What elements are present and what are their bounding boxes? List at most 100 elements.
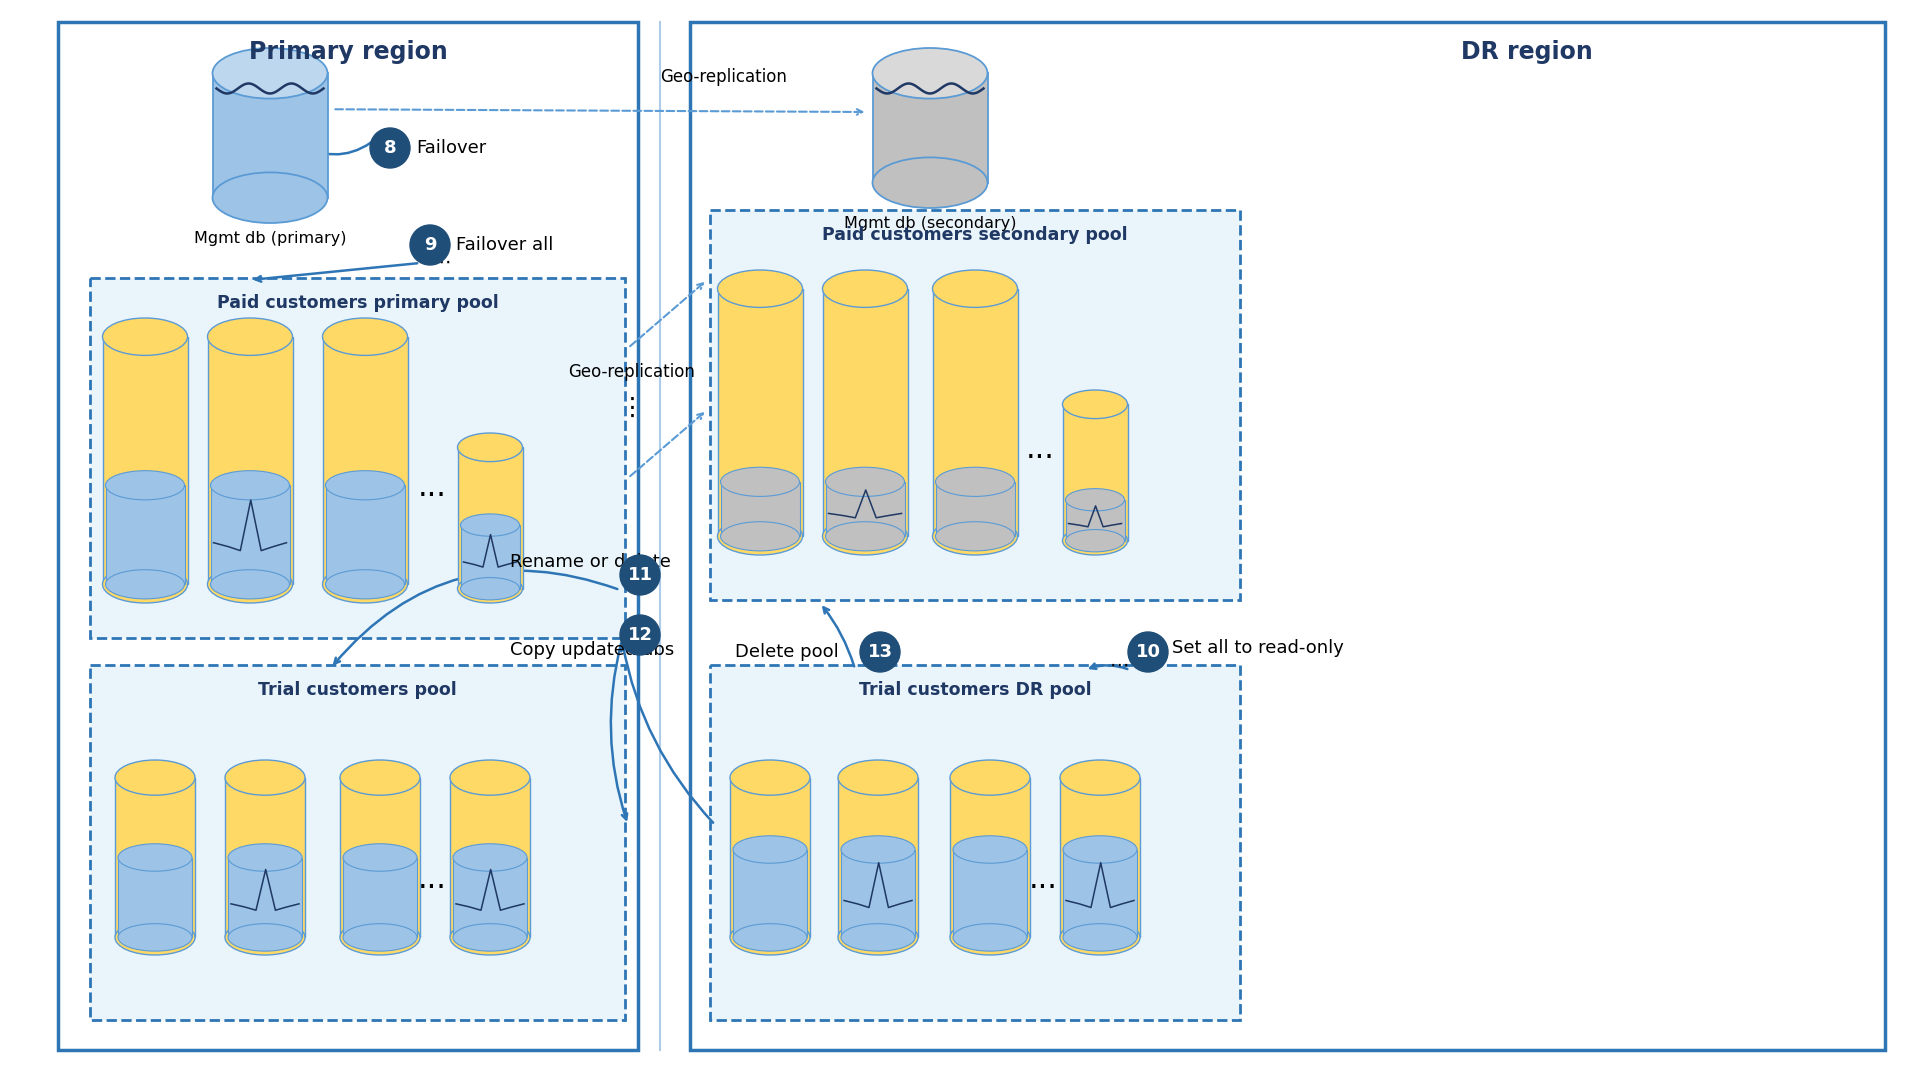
Bar — [822, 289, 907, 536]
Ellipse shape — [213, 172, 328, 223]
Text: ⋮: ⋮ — [619, 396, 644, 420]
Text: Paid customers primary pool: Paid customers primary pool — [217, 294, 498, 312]
Ellipse shape — [228, 924, 303, 951]
Text: Trial customers DR pool: Trial customers DR pool — [859, 681, 1091, 699]
Ellipse shape — [953, 924, 1028, 951]
Bar — [326, 486, 404, 585]
FancyBboxPatch shape — [90, 278, 625, 638]
Ellipse shape — [322, 565, 408, 603]
Text: Geo-replication: Geo-replication — [569, 363, 696, 381]
Text: Primary region: Primary region — [249, 40, 447, 64]
Ellipse shape — [339, 760, 420, 795]
Bar — [207, 337, 293, 585]
Ellipse shape — [119, 924, 192, 951]
Ellipse shape — [1060, 920, 1141, 955]
Ellipse shape — [458, 574, 523, 603]
Bar — [460, 526, 520, 589]
Ellipse shape — [842, 836, 914, 864]
Ellipse shape — [105, 471, 184, 500]
Bar — [322, 337, 408, 585]
Bar — [1060, 778, 1141, 937]
Bar — [105, 486, 184, 585]
Bar — [951, 778, 1029, 937]
Circle shape — [1127, 632, 1167, 672]
Ellipse shape — [935, 467, 1014, 496]
Ellipse shape — [730, 760, 811, 795]
Bar — [717, 289, 803, 536]
Text: Rename or delete: Rename or delete — [510, 553, 671, 571]
Circle shape — [370, 128, 410, 168]
FancyBboxPatch shape — [709, 665, 1240, 1020]
Bar — [826, 481, 905, 536]
Text: 9: 9 — [424, 236, 437, 254]
Text: Copy updated dbs: Copy updated dbs — [510, 641, 675, 659]
Bar — [732, 850, 807, 937]
Ellipse shape — [951, 920, 1029, 955]
Ellipse shape — [224, 760, 305, 795]
Text: 10: 10 — [1135, 643, 1160, 661]
Bar — [730, 778, 811, 937]
Bar — [343, 857, 418, 937]
Ellipse shape — [1066, 530, 1125, 551]
Ellipse shape — [102, 565, 188, 603]
Bar — [838, 778, 918, 937]
Ellipse shape — [717, 270, 803, 307]
Ellipse shape — [213, 48, 328, 99]
Ellipse shape — [842, 924, 914, 951]
Text: Set all to read-only: Set all to read-only — [1171, 639, 1344, 657]
Ellipse shape — [228, 843, 303, 871]
Circle shape — [861, 632, 899, 672]
FancyBboxPatch shape — [58, 22, 638, 1050]
Bar — [339, 778, 420, 937]
Text: 12: 12 — [627, 626, 652, 644]
Ellipse shape — [1066, 489, 1125, 510]
Circle shape — [619, 555, 659, 595]
Bar — [842, 850, 914, 937]
Bar — [228, 857, 303, 937]
Ellipse shape — [450, 920, 529, 955]
Text: DR region: DR region — [1461, 40, 1593, 64]
Bar — [450, 778, 529, 937]
Bar — [953, 850, 1028, 937]
Ellipse shape — [102, 318, 188, 355]
Circle shape — [410, 225, 450, 265]
Ellipse shape — [452, 843, 527, 871]
Ellipse shape — [732, 924, 807, 951]
Bar — [1062, 404, 1127, 541]
Bar — [935, 481, 1014, 536]
Ellipse shape — [207, 565, 293, 603]
Text: Failover all: Failover all — [456, 236, 554, 254]
Ellipse shape — [730, 920, 811, 955]
Ellipse shape — [1062, 390, 1127, 419]
Bar — [872, 73, 987, 183]
Text: 13: 13 — [868, 643, 893, 661]
Ellipse shape — [224, 920, 305, 955]
Ellipse shape — [119, 843, 192, 871]
Bar — [1064, 850, 1137, 937]
Ellipse shape — [951, 760, 1029, 795]
Ellipse shape — [935, 521, 1014, 551]
Ellipse shape — [211, 471, 289, 500]
Bar — [115, 778, 196, 937]
Ellipse shape — [460, 514, 520, 536]
Ellipse shape — [1064, 924, 1137, 951]
Text: ...: ... — [418, 866, 447, 895]
Bar — [1066, 500, 1125, 541]
Bar — [102, 337, 188, 585]
Circle shape — [619, 615, 659, 655]
Ellipse shape — [732, 836, 807, 864]
Ellipse shape — [822, 270, 907, 307]
Text: ...: ... — [1026, 435, 1054, 464]
Ellipse shape — [872, 157, 987, 208]
Bar — [119, 857, 192, 937]
Ellipse shape — [115, 920, 196, 955]
Ellipse shape — [326, 570, 404, 599]
Text: 11: 11 — [627, 567, 652, 584]
Ellipse shape — [326, 471, 404, 500]
Text: Mgmt db (primary): Mgmt db (primary) — [194, 230, 347, 246]
Text: Geo-replication: Geo-replication — [659, 68, 786, 86]
Ellipse shape — [322, 318, 408, 355]
Ellipse shape — [872, 48, 987, 99]
Ellipse shape — [343, 924, 418, 951]
Bar — [452, 857, 527, 937]
